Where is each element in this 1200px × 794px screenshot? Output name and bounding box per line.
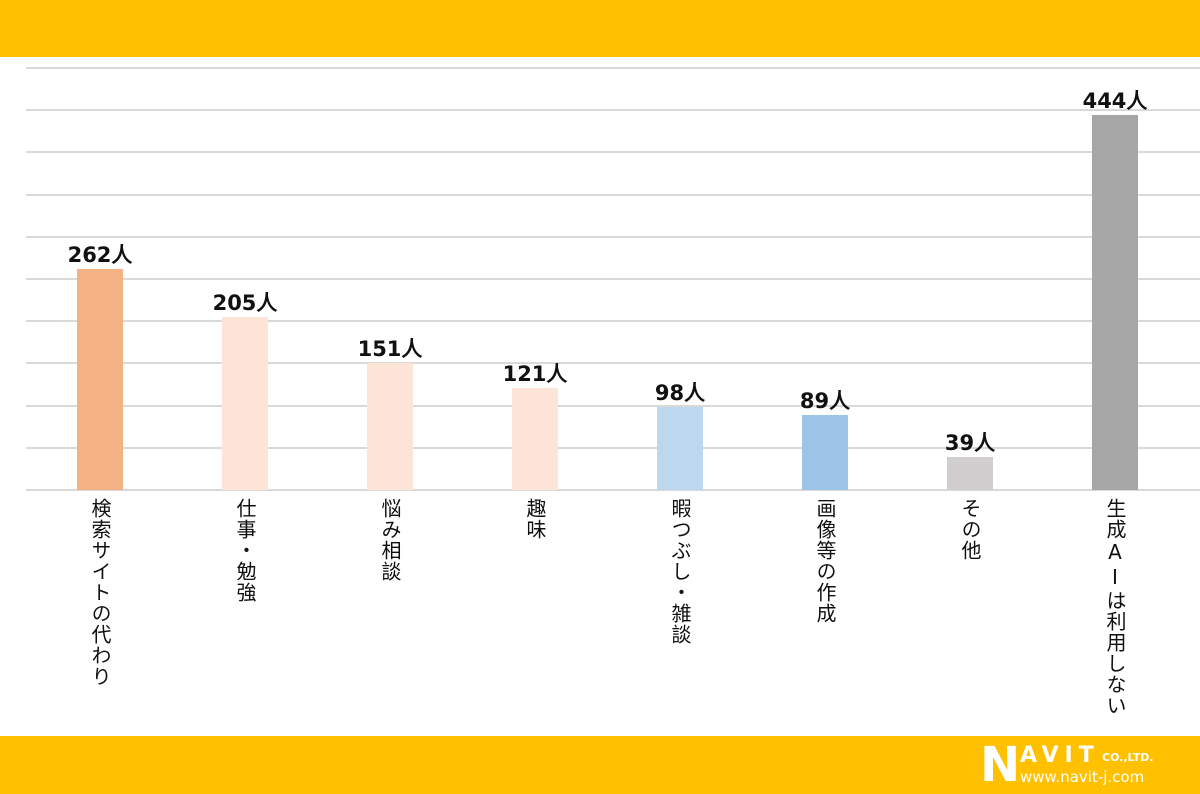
bar-value-label: 98人: [654, 381, 706, 406]
bar: [947, 457, 993, 490]
logo-suffix: CO.,LTD.: [1102, 751, 1154, 764]
logo-letter: N: [980, 737, 1021, 793]
bar-value-label: 39人: [944, 431, 996, 456]
bar-value-label: 151人: [357, 336, 423, 361]
bar: [367, 362, 413, 490]
bar-value-label: 89人: [799, 388, 851, 413]
category-label: その他: [958, 498, 982, 561]
gridline: [26, 404, 1200, 407]
bar-value-label: 262人: [67, 242, 133, 267]
category-label: 検索サイトの代わり: [88, 498, 112, 687]
navit-logo: N AVIT CO.,LTD. www.navit-j.com: [980, 741, 1186, 789]
bar: [657, 407, 703, 490]
category-label: 生成AIは利用しない: [1103, 498, 1127, 716]
gridline: [26, 362, 1200, 365]
bar: [802, 414, 848, 490]
category-label: 悩み相談: [378, 498, 402, 582]
category-label: 仕事・勉強: [233, 498, 257, 603]
gridline: [26, 446, 1200, 449]
gridline: [26, 193, 1200, 196]
top-banner: [0, 0, 1200, 57]
bottom-banner: [0, 736, 1200, 794]
bar: [1092, 115, 1138, 490]
gridline: [26, 109, 1200, 112]
gridline: [26, 489, 1200, 491]
logo-name: AVIT: [1020, 743, 1100, 768]
bar-value-label: 205人: [212, 290, 278, 315]
gridline: [26, 67, 1200, 69]
bar: [512, 387, 558, 490]
bar: [77, 268, 123, 490]
bar-value-label: 444人: [1082, 89, 1148, 114]
category-label: 画像等の作成: [813, 498, 837, 624]
gridline: [26, 320, 1200, 323]
gridline: [26, 235, 1200, 238]
gridline: [26, 151, 1200, 154]
gridline: [26, 278, 1200, 280]
category-label: 暇つぶし・雑談: [668, 498, 692, 645]
bar: [222, 316, 268, 490]
bar-value-label: 121人: [502, 361, 568, 386]
chart-plot-area: [26, 67, 1200, 491]
category-label: 趣味: [523, 498, 547, 540]
logo-url: www.navit-j.com: [1020, 768, 1145, 786]
